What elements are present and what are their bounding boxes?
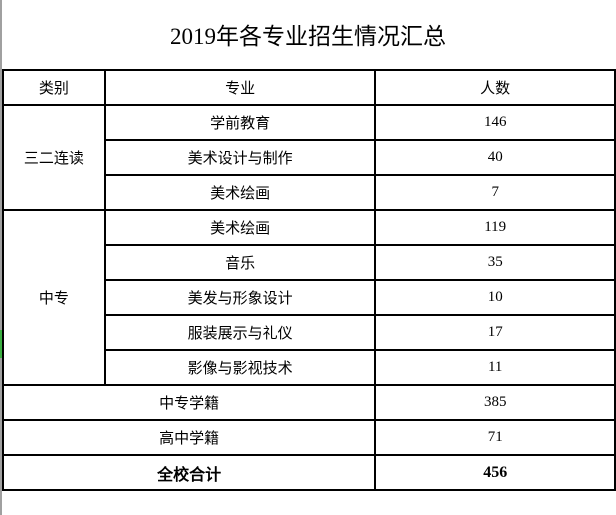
header-major: 专业	[103, 69, 377, 106]
major-cell: 美发与形象设计	[103, 279, 377, 316]
major-cell: 音乐	[103, 244, 377, 281]
total-row: 全校合计 456	[1, 454, 616, 491]
page-title: 2019年各专业招生情况汇总	[170, 24, 446, 49]
header-category: 类别	[2, 69, 106, 106]
table-row: 美术设计与制作 40	[3, 139, 616, 176]
category-cell: 三二连读	[2, 104, 106, 211]
summary-row: 中专学籍 385	[1, 384, 616, 421]
summary-count: 71	[374, 419, 616, 456]
count-cell: 119	[374, 209, 616, 246]
summary-label: 高中学籍	[1, 419, 377, 456]
table-row: 三二连读 学前教育 146	[2, 104, 616, 211]
table-row: 音乐 35	[3, 244, 616, 281]
table-row: 美发与形象设计 10	[3, 279, 616, 316]
total-label: 全校合计	[1, 454, 377, 491]
table-row: 影像与影视技术 11	[3, 349, 616, 386]
count-cell: 10	[374, 279, 616, 316]
major-cell: 美术设计与制作	[103, 139, 377, 176]
table-row: 美术绘画 7	[3, 174, 616, 211]
summary-row: 高中学籍 71	[1, 419, 616, 456]
count-cell: 11	[374, 349, 616, 386]
table-row: 服装展示与礼仪 17	[3, 314, 616, 351]
window-left-edge	[0, 0, 2, 515]
major-cell: 学前教育	[103, 104, 377, 141]
table-row: 中专 美术绘画 119	[2, 209, 616, 386]
count-cell: 35	[374, 244, 616, 281]
count-cell: 7	[374, 174, 616, 211]
major-cell: 服装展示与礼仪	[103, 314, 377, 351]
header-row: 类别 专业 人数	[2, 69, 616, 106]
count-cell: 17	[374, 314, 616, 351]
selection-marker	[0, 330, 2, 358]
major-cell: 美术绘画	[103, 174, 377, 211]
count-cell: 146	[374, 104, 616, 141]
header-count: 人数	[374, 69, 616, 106]
category-cell: 中专	[2, 209, 106, 386]
summary-count: 385	[374, 384, 616, 421]
major-cell: 美术绘画	[103, 209, 377, 246]
summary-label: 中专学籍	[1, 384, 377, 421]
enrollment-table: 类别 专业 人数 三二连读 学前教育 146 美术设计与制作 40 美术绘画 7…	[1, 69, 616, 491]
total-count: 456	[374, 454, 616, 491]
major-cell: 影像与影视技术	[103, 349, 377, 386]
count-cell: 40	[374, 139, 616, 176]
